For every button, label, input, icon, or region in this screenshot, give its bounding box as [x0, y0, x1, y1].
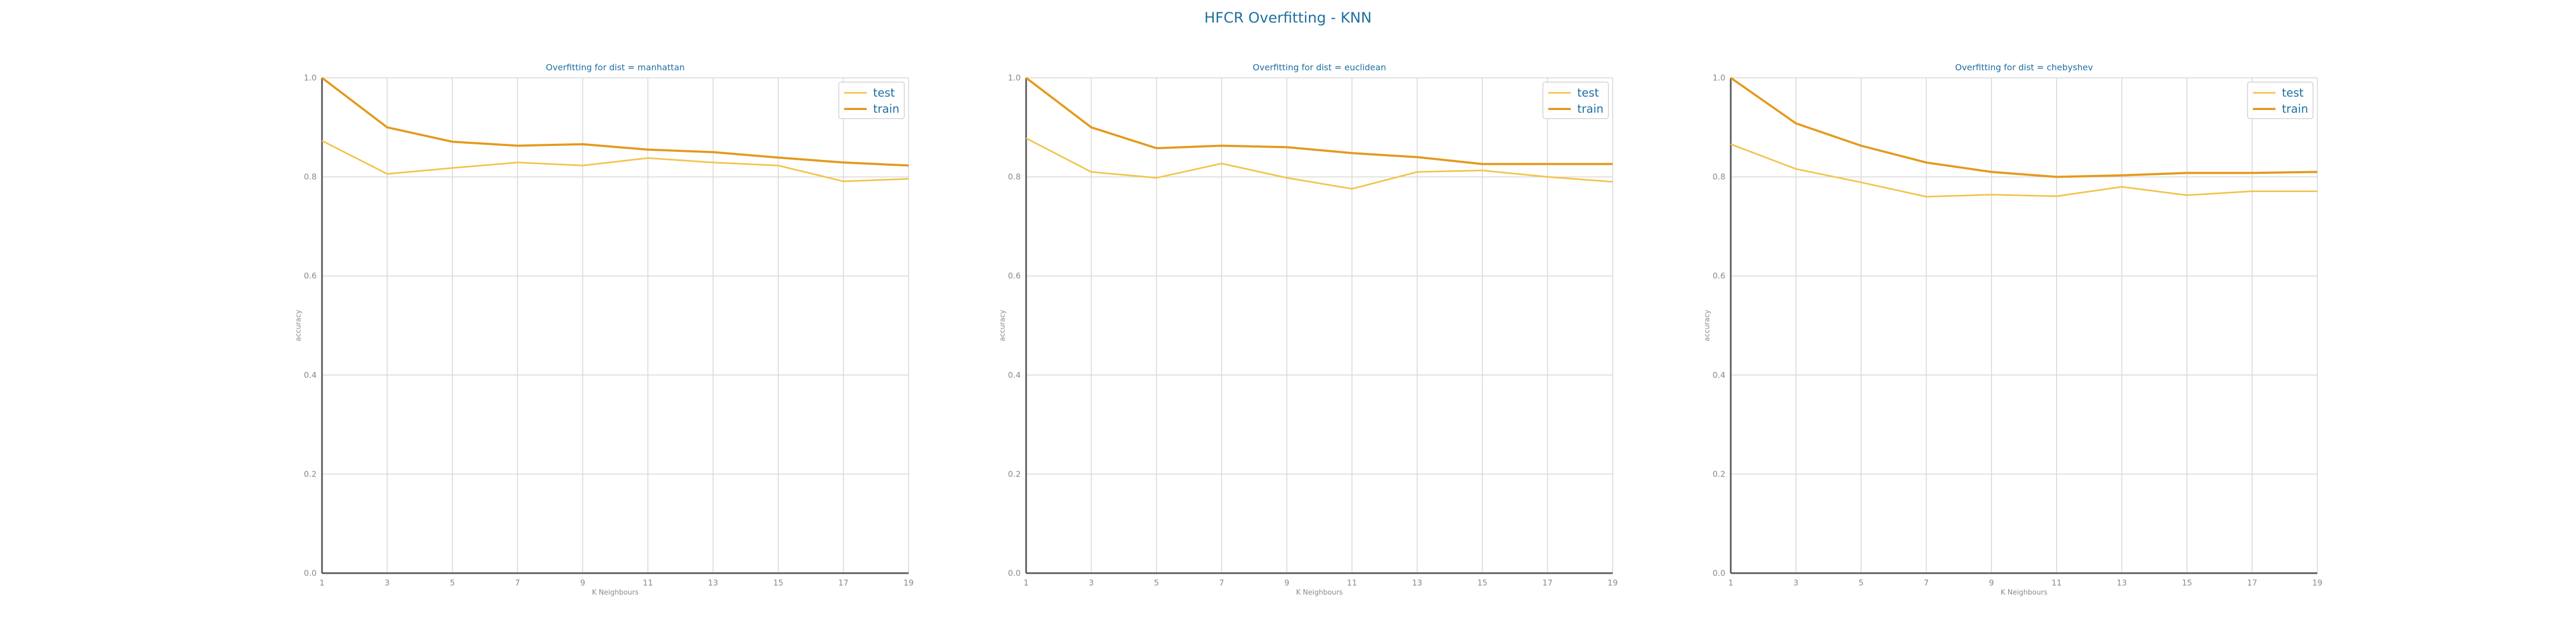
x-tick-label: 15	[1477, 578, 1488, 588]
x-tick-label: 1	[1023, 578, 1029, 588]
series-line-train	[1730, 77, 2318, 178]
x-tick-label: 5	[450, 578, 455, 588]
subplot-1: 1 3 5 7 9 11 13 15 17 190.00.20.40.60.81.0K Neigh…	[295, 62, 914, 597]
x-tick-label: 15	[773, 578, 784, 588]
x-tick-label: 9	[1989, 578, 1994, 588]
series-line-test	[1730, 143, 2317, 197]
legend-label-test: test	[2282, 86, 2303, 99]
x-tick-label: 1	[319, 578, 325, 588]
x-tick-label: 1	[1728, 578, 1733, 588]
x-tick-label: 19	[903, 578, 913, 588]
y-tick-label: 0.4	[1008, 370, 1021, 380]
x-axis-label: K Neighbours	[1296, 589, 1343, 597]
y-tick-label: 0.6	[304, 271, 317, 281]
x-tick-label: 11	[2052, 578, 2062, 588]
y-tick-label: 0.6	[1713, 271, 1725, 281]
y-tick-label: 0.4	[304, 370, 317, 380]
legend: test train	[1542, 82, 1609, 119]
subplot-title: Overfitting for dist = manhattan	[546, 62, 685, 72]
x-tick-label: 19	[2312, 578, 2322, 588]
series-line-test	[1026, 137, 1613, 190]
x-tick-label: 9	[1284, 578, 1290, 588]
x-tick-label: 5	[1858, 578, 1864, 588]
series-line-test	[321, 140, 909, 182]
legend-label-train: train	[873, 103, 899, 115]
x-tick-label: 17	[2247, 578, 2257, 588]
x-tick-label: 15	[2182, 578, 2192, 588]
legend-label-train: train	[1577, 103, 1604, 115]
y-tick-label: 0.0	[304, 568, 317, 578]
x-tick-label: 13	[2117, 578, 2127, 588]
x-tick-label: 7	[515, 578, 521, 588]
y-tick-label: 0.8	[1008, 172, 1021, 182]
x-tick-label: 11	[643, 578, 653, 588]
y-tick-label: 1.0	[1008, 73, 1021, 83]
legend: test train	[838, 82, 905, 119]
plot-area	[1026, 77, 1613, 574]
x-tick-label: 3	[1089, 578, 1094, 588]
x-tick-label: 3	[385, 578, 390, 588]
y-tick-label: 0.2	[1008, 469, 1021, 479]
legend-label-test: test	[1577, 86, 1599, 99]
x-tick-label: 11	[1347, 578, 1357, 588]
y-tick-label: 0.0	[1008, 568, 1021, 578]
y-tick-label: 0.8	[1713, 172, 1725, 182]
y-tick-label: 0.2	[304, 469, 317, 479]
x-axis-label: K Neighbours	[2001, 589, 2047, 597]
y-tick-label: 1.0	[1713, 73, 1725, 83]
plot-area	[1730, 77, 2318, 574]
figure-title: HFCR Overfitting - KNN	[1204, 10, 1372, 26]
x-tick-label: 3	[1794, 578, 1799, 588]
series-line-train	[321, 77, 909, 167]
x-tick-label: 13	[1412, 578, 1422, 588]
y-axis-label: accuracy	[295, 310, 303, 341]
subplot-2: 1 3 5 7 9 11 13 15 17 190.00.20.40.60.81.0K Neigh…	[999, 62, 1618, 597]
subplot-title: Overfitting for dist = chebyshev	[1955, 62, 2093, 72]
y-tick-label: 0.8	[304, 172, 317, 182]
x-tick-label: 17	[838, 578, 848, 588]
y-tick-label: 0.4	[1713, 370, 1725, 380]
x-axis-label: K Neighbours	[592, 589, 639, 597]
y-axis-label: accuracy	[1703, 310, 1711, 341]
y-tick-label: 1.0	[304, 73, 317, 83]
subplot-3: 1 3 5 7 9 11 13 15 17 190.00.20.40.60.81.0K Neigh…	[1703, 62, 2323, 597]
x-tick-label: 5	[1154, 578, 1159, 588]
y-axis-label: accuracy	[999, 310, 1007, 341]
y-tick-label: 0.0	[1713, 568, 1725, 578]
x-tick-label: 9	[580, 578, 586, 588]
x-tick-label: 13	[708, 578, 718, 588]
x-tick-label: 7	[1219, 578, 1225, 588]
subplot-title: Overfitting for dist = euclidean	[1253, 62, 1386, 72]
plot-area	[321, 77, 909, 574]
x-tick-label: 7	[1924, 578, 1929, 588]
x-tick-label: 17	[1542, 578, 1553, 588]
y-tick-label: 0.2	[1713, 469, 1725, 479]
x-tick-label: 19	[1607, 578, 1618, 588]
legend-label-train: train	[2282, 103, 2308, 115]
y-tick-label: 0.6	[1008, 271, 1021, 281]
legend: test train	[2247, 82, 2314, 119]
legend-label-test: test	[873, 86, 895, 99]
series-line-train	[1025, 77, 1613, 165]
